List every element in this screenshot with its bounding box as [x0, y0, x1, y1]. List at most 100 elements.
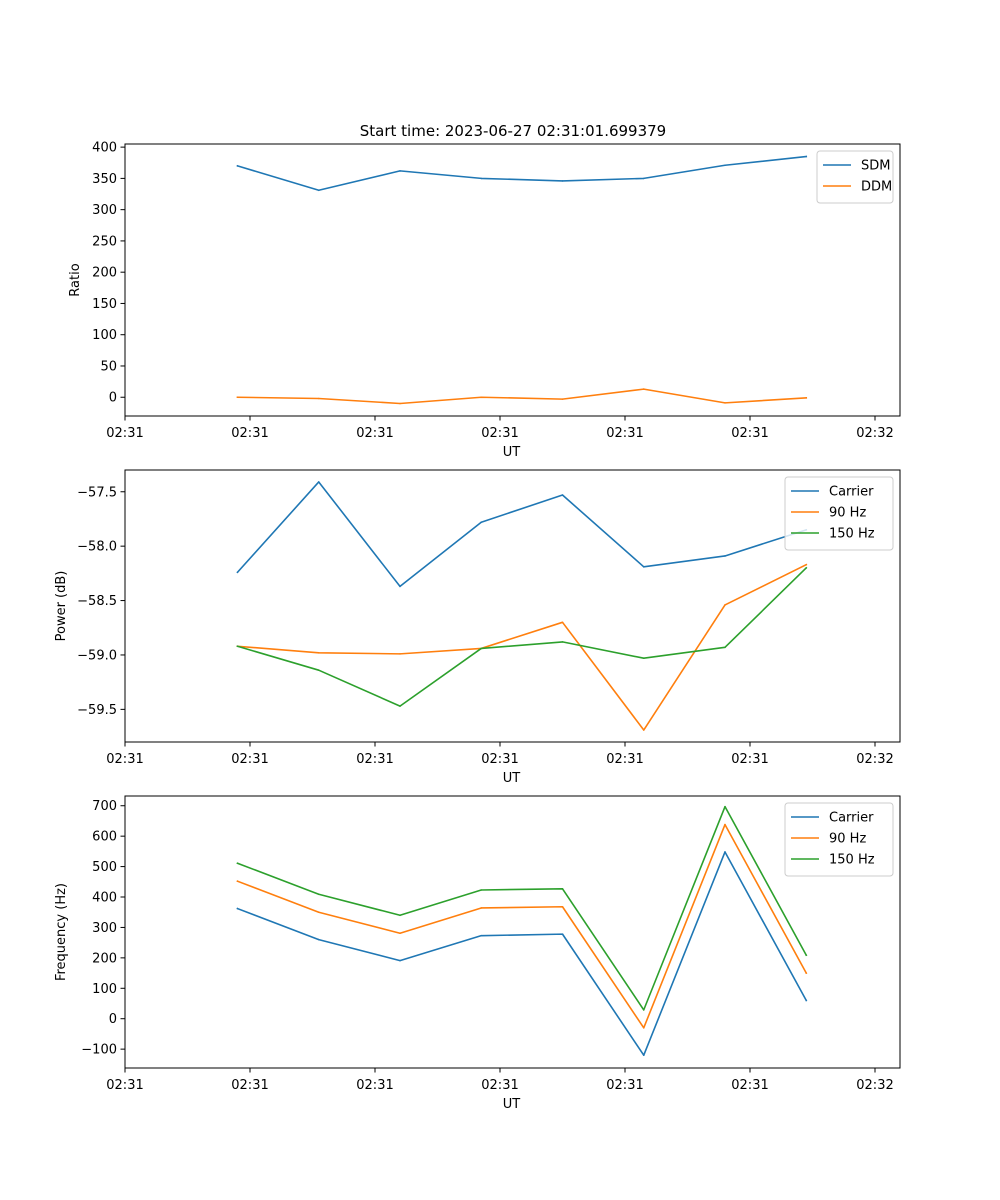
- frequency-y-tick-label: −100: [81, 1043, 117, 1058]
- frequency-legend-label-150-hz: 150 Hz: [829, 853, 875, 868]
- power-series-carrier-point: [561, 494, 564, 496]
- frequency-series-carrier-point: [480, 934, 483, 937]
- frequency-series-carrier-point: [561, 933, 564, 935]
- ratio-x-axis-label: UT: [503, 445, 521, 460]
- frequency-series-90-hz-point: [317, 911, 320, 914]
- power-series-150-hz-point: [317, 669, 320, 671]
- ratio-legend-box: [816, 150, 894, 204]
- ratio-axes-frame: [124, 143, 901, 417]
- power-y-tick-label: −59.5: [77, 703, 117, 718]
- frequency-x-tick-label: 02:31: [231, 1078, 268, 1093]
- ratio-x-tick-label: 02:31: [231, 426, 268, 441]
- frequency-series-90-hz-point: [399, 932, 401, 935]
- power-legend-label-90-hz: 90 Hz: [829, 506, 866, 521]
- frequency-legend-label-90-hz: 90 Hz: [829, 832, 866, 847]
- ratio-y-tick-label: 300: [92, 203, 117, 218]
- power-series-carrier-line: [236, 481, 808, 588]
- frequency-series-90-hz-point: [480, 907, 483, 909]
- ratio-series-ddm-point: [805, 397, 808, 399]
- frequency-y-tick-label: 700: [92, 799, 117, 814]
- ratio-series-sdm-point: [805, 155, 808, 158]
- frequency-series-90-hz-point: [236, 880, 239, 882]
- frequency-series-carrier-point: [317, 938, 320, 941]
- ratio-y-tick-label: 200: [92, 266, 117, 281]
- frequency-y-axis-label: Frequency (Hz): [54, 883, 69, 981]
- ratio-series-ddm-point: [724, 402, 726, 404]
- ratio-series-ddm-point: [480, 396, 483, 399]
- ratio-series-sdm-point: [561, 180, 564, 182]
- frequency-x-tick-label: 02:32: [856, 1078, 893, 1093]
- power-x-tick-label: 02:31: [731, 752, 768, 767]
- ratio-y-tick-label: 150: [92, 297, 117, 312]
- frequency-series-90-hz-line: [236, 823, 808, 1029]
- ratio-series-sdm-point: [399, 170, 401, 172]
- ratio-series-sdm-point: [236, 165, 239, 167]
- ratio-legend-label-sdm: SDM: [861, 159, 890, 174]
- frequency-series-150-hz-point: [236, 862, 239, 865]
- power-series-carrier-point: [480, 521, 483, 524]
- power-series-90-hz-point: [399, 653, 401, 655]
- frequency-y-tick-label: 500: [92, 860, 117, 875]
- power-series-90-hz-point: [724, 604, 726, 606]
- frequency-y-tick-label: 200: [92, 951, 117, 966]
- frequency-series-150-hz-line: [236, 805, 808, 1011]
- frequency-x-tick-label: 02:31: [481, 1078, 518, 1093]
- power-x-axis-label: UT: [503, 771, 521, 786]
- frequency-series-150-hz-point: [317, 893, 320, 896]
- frequency-x-tick-label: 02:31: [106, 1078, 143, 1093]
- ratio-legend: SDM DDM: [816, 150, 894, 204]
- frequency-series-150-hz-point: [724, 805, 726, 808]
- frequency-series-150-hz-point: [399, 914, 401, 917]
- frequency-series-150-hz-point: [561, 888, 564, 890]
- power-x-tick-label: 02:31: [481, 752, 518, 767]
- frequency-y-tick-label: 0: [109, 1012, 117, 1027]
- power-legend-box: [784, 476, 894, 551]
- frequency-series-150-hz-point: [480, 889, 483, 891]
- power-axes-frame: [124, 469, 901, 743]
- power-series-carrier-point: [724, 555, 726, 557]
- frequency-y-tick-label: 400: [92, 891, 117, 906]
- ratio-y-tick-label: 400: [92, 141, 117, 156]
- ratio-y-tick-label: 250: [92, 234, 117, 249]
- ratio-series-ddm-point: [236, 396, 239, 399]
- ratio-series-ddm-point: [317, 397, 320, 400]
- ratio-panel: 02:31 02:31 02:31 02:31 02:31 02:31 02:32 0 50 10…: [68, 141, 901, 460]
- power-series-90-hz-line: [236, 563, 808, 731]
- frequency-y-tick-label: 100: [92, 982, 117, 997]
- power-series-150-hz-point: [399, 705, 401, 707]
- frequency-series-150-hz-point: [805, 954, 808, 956]
- power-legend-label-150-hz: 150 Hz: [829, 527, 875, 542]
- ratio-x-tick-label: 02:31: [606, 426, 643, 441]
- ratio-y-axis-label: Ratio: [68, 263, 83, 296]
- frequency-x-tick-label: 02:31: [731, 1078, 768, 1093]
- frequency-legend-box: [784, 802, 894, 877]
- frequency-x-axis-label: UT: [503, 1097, 521, 1112]
- frequency-legend: Carrier 90 Hz 150 Hz: [784, 802, 894, 877]
- power-x-tick-label: 02:31: [231, 752, 268, 767]
- ratio-series-sdm-line: [236, 155, 808, 192]
- ratio-series-sdm-point: [724, 164, 726, 167]
- frequency-x-tick-label: 02:31: [356, 1078, 393, 1093]
- power-y-tick-label: −59.0: [77, 648, 117, 663]
- frequency-series-90-hz-point: [642, 1027, 645, 1029]
- power-panel: 02:31 02:31 02:31 02:31 02:31 02:31 02:32 −59.5…: [54, 469, 901, 786]
- power-series-90-hz-point: [642, 729, 645, 731]
- frequency-series-150-hz-point: [642, 1009, 645, 1011]
- power-legend: Carrier 90 Hz 150 Hz: [784, 476, 894, 551]
- ratio-x-tick-label: 02:32: [856, 426, 893, 441]
- ratio-series-sdm-point: [642, 177, 645, 180]
- ratio-x-tick-label: 02:31: [481, 426, 518, 441]
- ratio-legend-label-ddm: DDM: [861, 180, 892, 195]
- power-y-tick-label: −57.5: [77, 485, 117, 500]
- ratio-series-ddm-line: [236, 388, 808, 405]
- power-series-150-hz-point: [561, 641, 564, 643]
- frequency-series-carrier-point: [724, 851, 726, 853]
- power-series-carrier-point: [236, 571, 239, 574]
- power-series-carrier-point: [399, 585, 401, 588]
- power-series-90-hz-point: [805, 563, 808, 566]
- ratio-y-tick-label: 50: [100, 359, 117, 374]
- power-x-tick-label: 02:31: [606, 752, 643, 767]
- frequency-series-carrier-line: [236, 851, 808, 1057]
- ratio-series-ddm-point: [399, 402, 401, 405]
